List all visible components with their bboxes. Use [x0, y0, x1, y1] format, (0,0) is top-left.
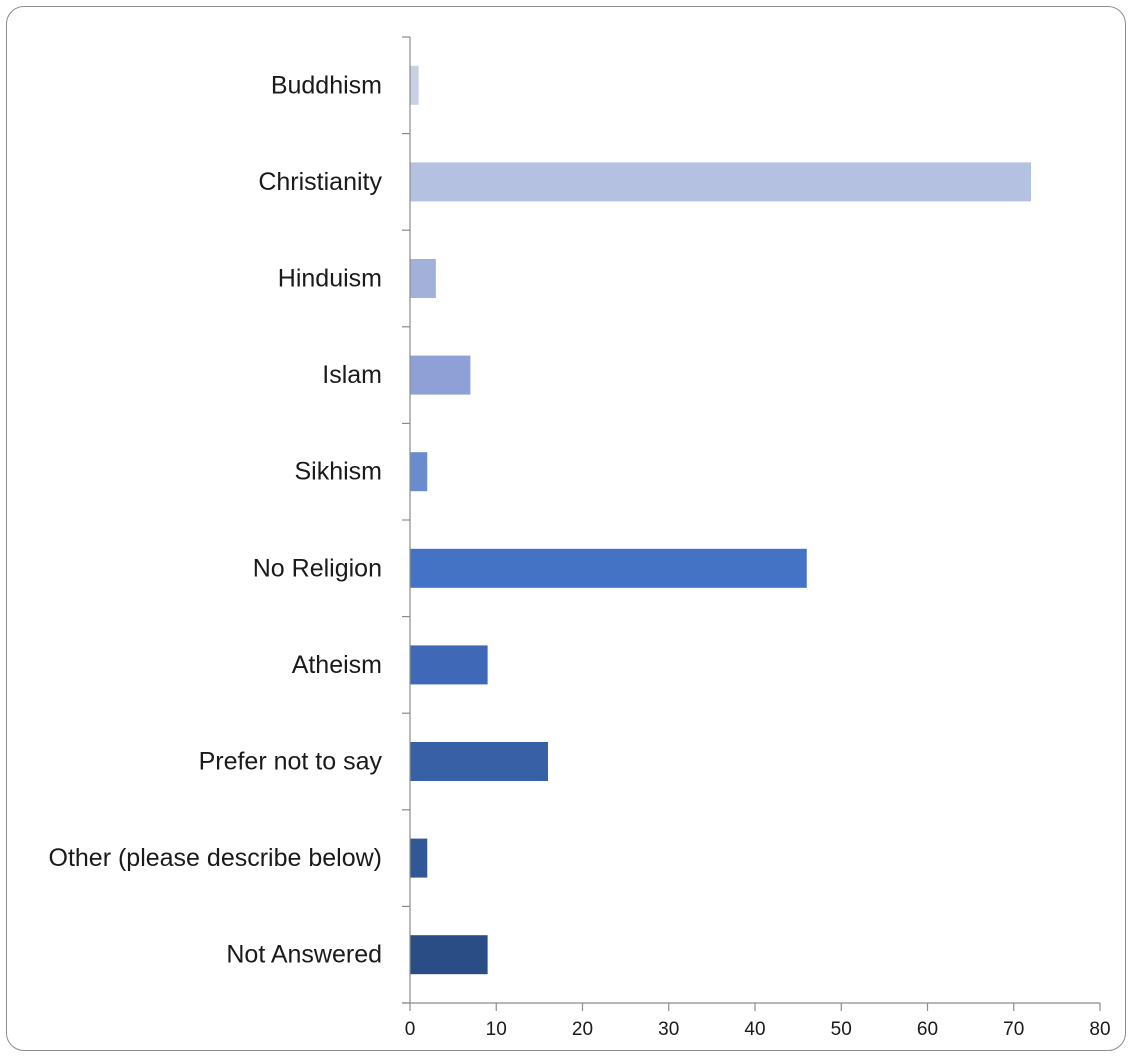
- bar-christianity: [410, 162, 1031, 202]
- x-tick-label-30: 30: [658, 1019, 679, 1040]
- x-tick-label-20: 20: [572, 1019, 593, 1040]
- bar-no-religion: [410, 548, 807, 588]
- category-label-hinduism: Hinduism: [278, 265, 382, 293]
- category-label-christianity: Christianity: [258, 168, 382, 196]
- category-labels-group: Buddhism Christianity Hinduism Islam Sikhism…: [49, 71, 383, 968]
- category-label-sikhism: Sikhism: [294, 458, 382, 486]
- category-label-not-answered: Not Answered: [226, 941, 382, 969]
- x-tick-label-40: 40: [744, 1019, 765, 1040]
- bar-islam: [410, 355, 471, 395]
- x-tick-label-70: 70: [1003, 1019, 1024, 1040]
- bar-other-please-describe-below: [410, 838, 428, 878]
- x-tick-label-10: 10: [486, 1019, 507, 1040]
- category-label-islam: Islam: [322, 361, 382, 389]
- category-label-atheism: Atheism: [292, 651, 382, 679]
- bars-group: [410, 65, 1031, 975]
- bar-sikhism: [410, 452, 428, 492]
- category-label-no-religion: No Religion: [253, 554, 382, 582]
- axes-group: [402, 36, 1101, 1011]
- x-tick-label-50: 50: [831, 1019, 852, 1040]
- x-tick-label-60: 60: [917, 1019, 938, 1040]
- category-label-other-please-describe-below: Other (please describe below): [49, 844, 383, 872]
- bar-hinduism: [410, 259, 436, 298]
- bar-not-answered: [410, 935, 488, 975]
- bar-prefer-not-to-say: [410, 742, 548, 781]
- bar-buddhism: [410, 65, 419, 105]
- x-tick-label-80: 80: [1089, 1019, 1110, 1040]
- tick-labels-group: 0 10 20 30 40 50 60 70 80: [405, 1019, 1111, 1040]
- category-label-buddhism: Buddhism: [271, 71, 382, 99]
- category-label-prefer-not-to-say: Prefer not to say: [199, 748, 383, 776]
- x-tick-label-0: 0: [405, 1019, 416, 1040]
- bar-atheism: [410, 645, 488, 685]
